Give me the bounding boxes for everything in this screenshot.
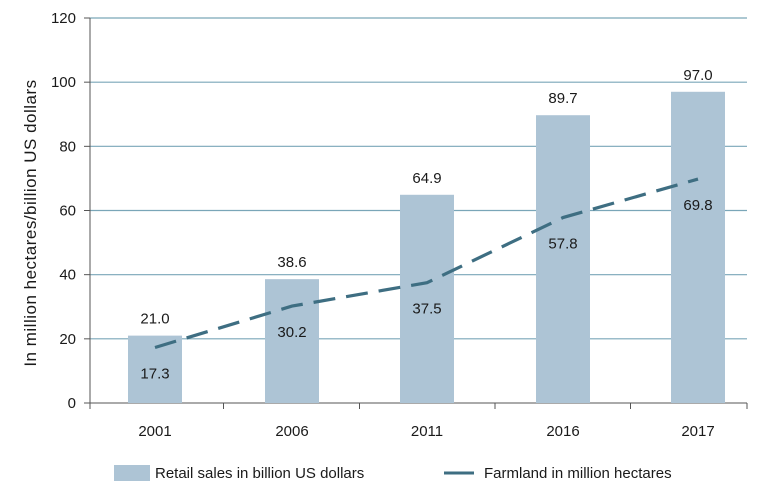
y-tick-label: 60 — [59, 203, 76, 220]
bar-value-label: 38.6 — [277, 254, 306, 271]
data-labels: 21.0 38.6 64.9 89.7 97.0 17.3 30.2 37.5 57.8 69.8 — [140, 67, 712, 383]
y-axis-ticks: 0 20 40 60 80 100 120 — [51, 10, 90, 412]
bar-value-label: 89.7 — [548, 90, 577, 107]
bar-series — [128, 91, 725, 404]
x-tick-label: 2011 — [411, 423, 443, 440]
x-tick-label: 2006 — [275, 423, 308, 440]
legend-bar-label: Retail sales in billion US dollars — [155, 465, 364, 482]
y-tick-label: 80 — [59, 138, 76, 155]
bar — [536, 115, 590, 404]
bar-value-label: 97.0 — [683, 67, 712, 84]
y-axis-title: In million hectares/billion US dollars — [21, 79, 40, 366]
x-tick-label: 2016 — [546, 423, 579, 440]
bar — [400, 194, 454, 403]
farmland-line — [154, 177, 699, 350]
line-value-label: 69.8 — [683, 197, 712, 214]
legend: Retail sales in billion US dollars Farml… — [114, 465, 672, 482]
line-value-label: 37.5 — [412, 301, 441, 318]
bar-value-label: 21.0 — [140, 311, 169, 328]
legend-line-label: Farmland in million hectares — [484, 465, 672, 482]
y-tick-label: 100 — [51, 74, 76, 91]
y-tick-label: 0 — [68, 395, 76, 412]
x-tick-label: 2001 — [138, 423, 171, 440]
line-value-label: 57.8 — [548, 236, 577, 253]
x-tick-label: 2017 — [681, 423, 714, 440]
bar — [265, 279, 319, 403]
legend-bar-swatch — [114, 465, 150, 481]
y-tick-label: 120 — [51, 10, 76, 27]
bar — [671, 91, 725, 404]
line-series — [154, 177, 699, 350]
y-tick-label: 40 — [59, 267, 76, 284]
x-axis-ticks: 2001 2006 2011 2016 2017 — [89, 403, 748, 440]
bar-value-label: 64.9 — [412, 170, 441, 187]
line-value-label: 17.3 — [140, 365, 169, 382]
y-tick-label: 20 — [59, 331, 76, 348]
line-value-label: 30.2 — [277, 324, 306, 341]
